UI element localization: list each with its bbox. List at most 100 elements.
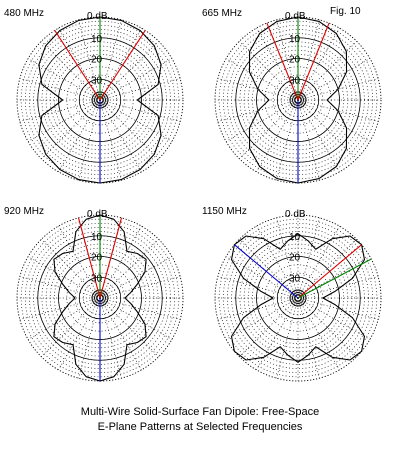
grid-spoke <box>225 297 299 340</box>
grid-spoke <box>99 297 173 340</box>
grid-spoke <box>99 78 181 101</box>
grid-spoke <box>225 58 299 101</box>
grid-spoke <box>256 297 299 371</box>
scale-label: 20 <box>91 55 103 66</box>
grid-spoke <box>41 41 101 101</box>
grid-spoke <box>99 297 181 320</box>
scale-label: 10 <box>289 232 301 243</box>
scale-label: 0 dB <box>285 209 306 220</box>
grid-spoke <box>297 297 371 340</box>
grid-spoke <box>99 58 173 101</box>
scale-label: 0 dB <box>285 11 306 22</box>
grid-spoke <box>297 225 340 299</box>
grid-spoke <box>41 297 101 357</box>
grid-ring <box>239 41 357 159</box>
grid-spoke <box>99 225 142 299</box>
scale-label: 30 <box>289 75 301 86</box>
grid-ring <box>239 239 357 357</box>
hub-ring <box>289 289 307 307</box>
grid-spoke <box>297 19 320 101</box>
grid-spoke <box>297 58 371 101</box>
grid-spoke <box>99 297 122 379</box>
grid-spoke <box>297 276 379 299</box>
grid-spoke <box>78 99 101 181</box>
pattern-curve <box>230 233 366 363</box>
grid-ring <box>29 29 171 171</box>
grid-spoke <box>276 99 299 181</box>
grid-spoke <box>297 217 320 299</box>
grid-spoke <box>58 99 101 173</box>
grid-spoke <box>239 239 299 299</box>
figure-label: Fig. 10 <box>330 6 361 17</box>
grid-spoke <box>217 297 299 320</box>
scale-label: 30 <box>289 273 301 284</box>
grid-spoke <box>99 297 159 357</box>
grid-spoke <box>99 99 142 173</box>
grid-ring <box>74 74 126 126</box>
grid-spoke <box>19 276 101 299</box>
grid-ring <box>272 74 324 126</box>
scale-label: 20 <box>289 253 301 264</box>
scale-label: 10 <box>91 34 103 45</box>
scale-label: 30 <box>91 75 103 86</box>
frequency-label: 920 MHz <box>4 206 44 217</box>
grid-spoke <box>27 99 101 142</box>
grid-ring <box>41 239 159 357</box>
level-ring-10 <box>235 235 361 361</box>
grid-spoke <box>27 256 101 299</box>
grid-ring <box>218 20 378 180</box>
grid-spoke <box>256 99 299 173</box>
grid-spoke <box>99 256 173 299</box>
grid-spoke <box>78 297 101 379</box>
grid-spoke <box>27 58 101 101</box>
grid-ring <box>222 24 374 176</box>
hub-ring <box>292 292 304 304</box>
grid-spoke <box>78 19 101 101</box>
grid-spoke <box>297 297 357 357</box>
grid-spoke <box>19 78 101 101</box>
grid-spoke <box>297 99 340 173</box>
grid-spoke <box>58 225 101 299</box>
grid-spoke <box>58 27 101 101</box>
frequency-label: 665 MHz <box>202 8 242 19</box>
grid-spoke <box>297 99 379 122</box>
grid-spoke <box>297 78 379 101</box>
caption-line-1: Multi-Wire Solid-Surface Fan Dipole: Fre… <box>80 406 320 418</box>
marker-line <box>297 258 372 299</box>
scale-label: 20 <box>91 253 103 264</box>
polar-grid <box>16 16 184 184</box>
grid-spoke <box>297 99 320 181</box>
scale-label: 10 <box>289 34 301 45</box>
grid-spoke <box>239 41 299 101</box>
grid-ring <box>222 222 374 374</box>
polar-plot-3: 920 MHz 0 dB 10 20 30 <box>4 206 184 382</box>
grid-ring <box>24 24 176 176</box>
grid-spoke <box>256 225 299 299</box>
grid-spoke <box>99 19 122 101</box>
grid-ring <box>45 45 155 155</box>
grid-spoke <box>217 276 299 299</box>
marker-line <box>297 22 330 101</box>
grid-ring <box>243 45 353 155</box>
polar-plot-1: 480 MHz 0 dB 10 20 30 <box>4 8 184 184</box>
grid-spoke <box>99 27 142 101</box>
marker-line <box>297 244 362 299</box>
grid-ring <box>20 20 180 180</box>
grid-spoke <box>99 41 159 101</box>
grid-ring <box>243 243 353 353</box>
grid-spoke <box>27 297 101 340</box>
grid-spoke <box>239 99 299 159</box>
grid-ring <box>41 41 159 159</box>
grid-spoke <box>99 297 142 371</box>
grid-ring <box>20 218 180 378</box>
grid-spoke <box>297 99 357 159</box>
grid-spoke <box>58 297 101 371</box>
polar-plot-4: 1150 MHz 0 dB 10 20 30 <box>202 206 382 382</box>
caption-line-2: E-Plane Patterns at Selected Frequencies <box>97 421 303 433</box>
grid-spoke <box>99 99 159 159</box>
grid-spoke <box>19 99 101 122</box>
grid-spoke <box>217 78 299 101</box>
marker-line <box>99 217 123 299</box>
grid-spoke <box>297 41 357 101</box>
